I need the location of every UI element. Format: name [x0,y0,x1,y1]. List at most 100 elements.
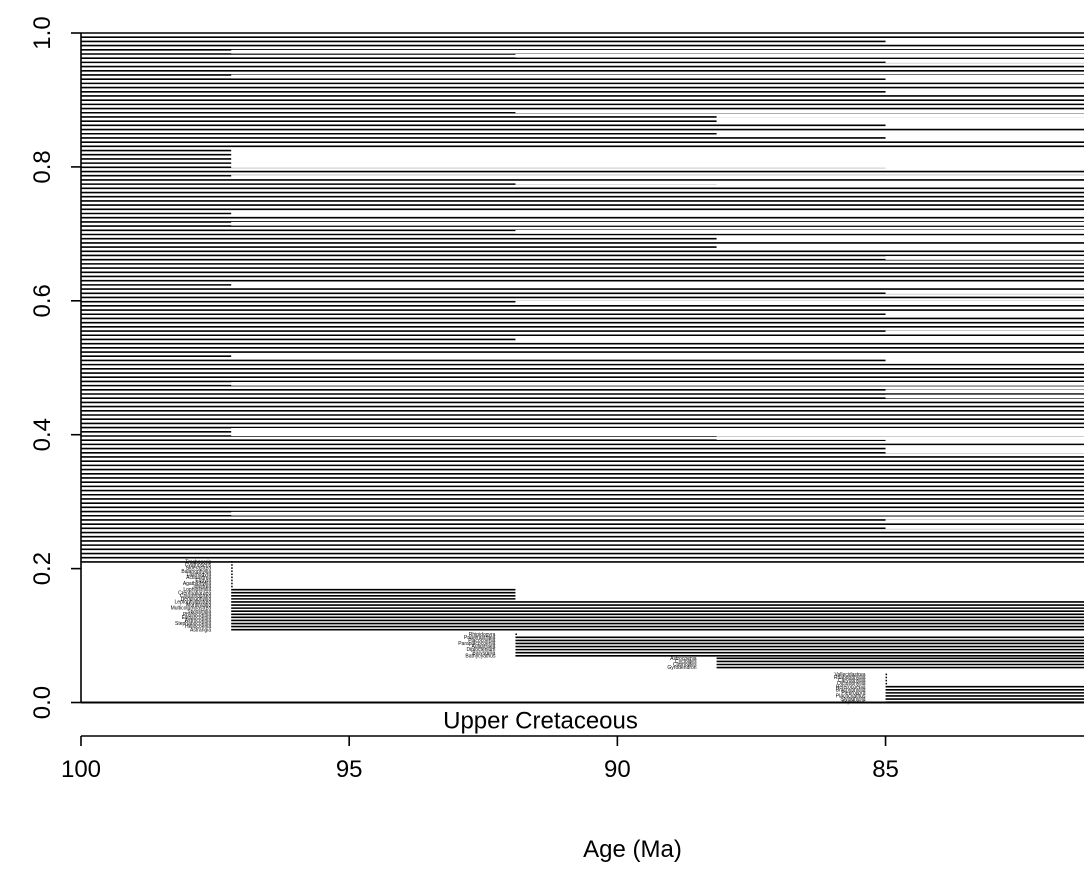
range-gap [515,53,1084,58]
taxon-label: Diploctenium [467,647,496,653]
x-axis-title: Age (Ma) [583,836,682,863]
x-tick-label: 85 [872,756,899,783]
taxon-label: Lophiosmilia [183,587,211,593]
range-gap [231,221,1084,226]
range-gap [716,183,1084,188]
taxon-label: Cyathoseris [185,563,212,569]
taxon-label: Aulastraea [472,644,496,650]
taxon-label: Dendrophyllia [181,596,212,602]
taxon-label: Montlivaltia [186,603,211,609]
range-gap [231,428,1084,437]
range-lines [81,32,1084,703]
range-gap [885,446,1084,454]
taxon-label: Brachyphyllia [836,687,866,693]
range-gap [885,59,1084,63]
taxon-label: Astrocoenia [185,618,212,624]
y-axis: 0.0 0.2 0.4 0.6 0.8 1.0 [29,16,82,719]
taxon-label: Astrangia [190,627,211,633]
range-gap [716,161,1084,165]
taxon-label: Stylophyllia [840,697,866,703]
range-gap [716,245,1084,250]
taxon-label: Placocoenia [468,638,495,644]
range-gap [515,230,1084,234]
taxon-label: Dictuophyllia [837,681,866,687]
range-gap [231,211,1084,216]
taxon-label: Heliocoenia [185,624,211,630]
range-gap [885,165,1084,169]
y-tick-label: 0.8 [29,150,56,183]
range-gap [885,78,1084,82]
x-tick-label: 90 [604,756,631,783]
range-gap [515,109,1084,114]
taxon-label: Columnastrea [180,593,211,599]
taxon-label: Actinastrea [186,575,211,581]
range-gap [231,381,1084,386]
range-gap [231,175,1084,179]
range-gap [515,300,1084,305]
taxon-label: Heterocoenia [836,684,866,690]
taxon-label: Balanophyllia [181,569,211,575]
y-tick-label: 1.0 [29,16,56,49]
y-tick-label: 0.6 [29,284,56,317]
taxon-label: Pleurocora [841,690,865,696]
range-gap [885,519,1084,523]
taxon-label: Rhabdophyllia [834,675,866,681]
range-gap [231,282,1084,286]
range-gap [885,123,1084,128]
taxon-label: Agathiphyllia [183,581,212,587]
taxon-label: Trochoseris [185,560,211,566]
taxon-label: Cunnolites [673,662,697,668]
range-gap [716,119,1084,124]
taxon-label: Astrocoenia [670,656,697,662]
y-tick-label: 0.0 [29,686,56,719]
range-gap [885,389,1084,394]
taxon-label: Ellipsocoenia [182,615,212,621]
range-gap [515,338,1084,343]
range-gap [885,256,1084,260]
taxon-label: Leptophyllastrea [174,600,211,606]
taxon-label: Phyllocoenia [183,612,212,618]
range-gap [885,359,1084,363]
range-gap [231,511,1084,516]
x-axis: 100 95 90 85 [61,735,1084,783]
taxon-label: Paraplacocoenia [458,641,495,647]
range-gap [885,90,1084,94]
range-gap [231,353,1084,358]
taxon-label: Stylosmilia [187,609,211,615]
y-tick-label: 0.2 [29,552,56,585]
x-tick-label: 95 [336,756,363,783]
range-gap [885,290,1084,294]
taxon-label: Caryophyllia [838,678,866,684]
range-gap [716,236,1084,240]
taxon-label: Multicolumnastrea [171,606,212,612]
range-gap [716,130,1084,135]
y-tick-label: 0.4 [29,418,56,451]
taxon-label: Vallecidastrea [834,672,865,678]
taxon-label: Cyclolites [675,659,697,665]
range-gap [885,330,1084,335]
taxon-label: Placocyathus [836,694,866,700]
taxon-label: Isastrea [193,584,211,590]
range-gap [885,525,1084,529]
range-gap [885,312,1084,317]
taxon-label: Barysmilia [472,650,495,656]
taxon-label: Stephanocoenia [175,621,211,627]
range-gap [231,74,1084,79]
taxon-labels: TrochoserisCyathoserisSiderastreaBalanop… [171,560,866,706]
range-gap [885,136,1084,140]
range-gap [716,114,1084,118]
range-gap [885,394,1084,399]
range-gap [885,439,1084,444]
range-gap [885,39,1084,44]
range-gap [515,181,1084,185]
range-gap [716,436,1084,440]
stage-band: Upper Cretaceous [81,701,1084,734]
taxon-label: Crenmatiaraea [178,590,211,596]
taxon-label: Bathycyathus [465,653,496,659]
taxon-label: Eugyra [195,578,211,584]
x-tick-label: 100 [61,756,101,783]
range-gap [231,147,1084,168]
taxon-label: Preverastraea [464,635,496,641]
stage-label: Upper Cretaceous [443,707,638,734]
